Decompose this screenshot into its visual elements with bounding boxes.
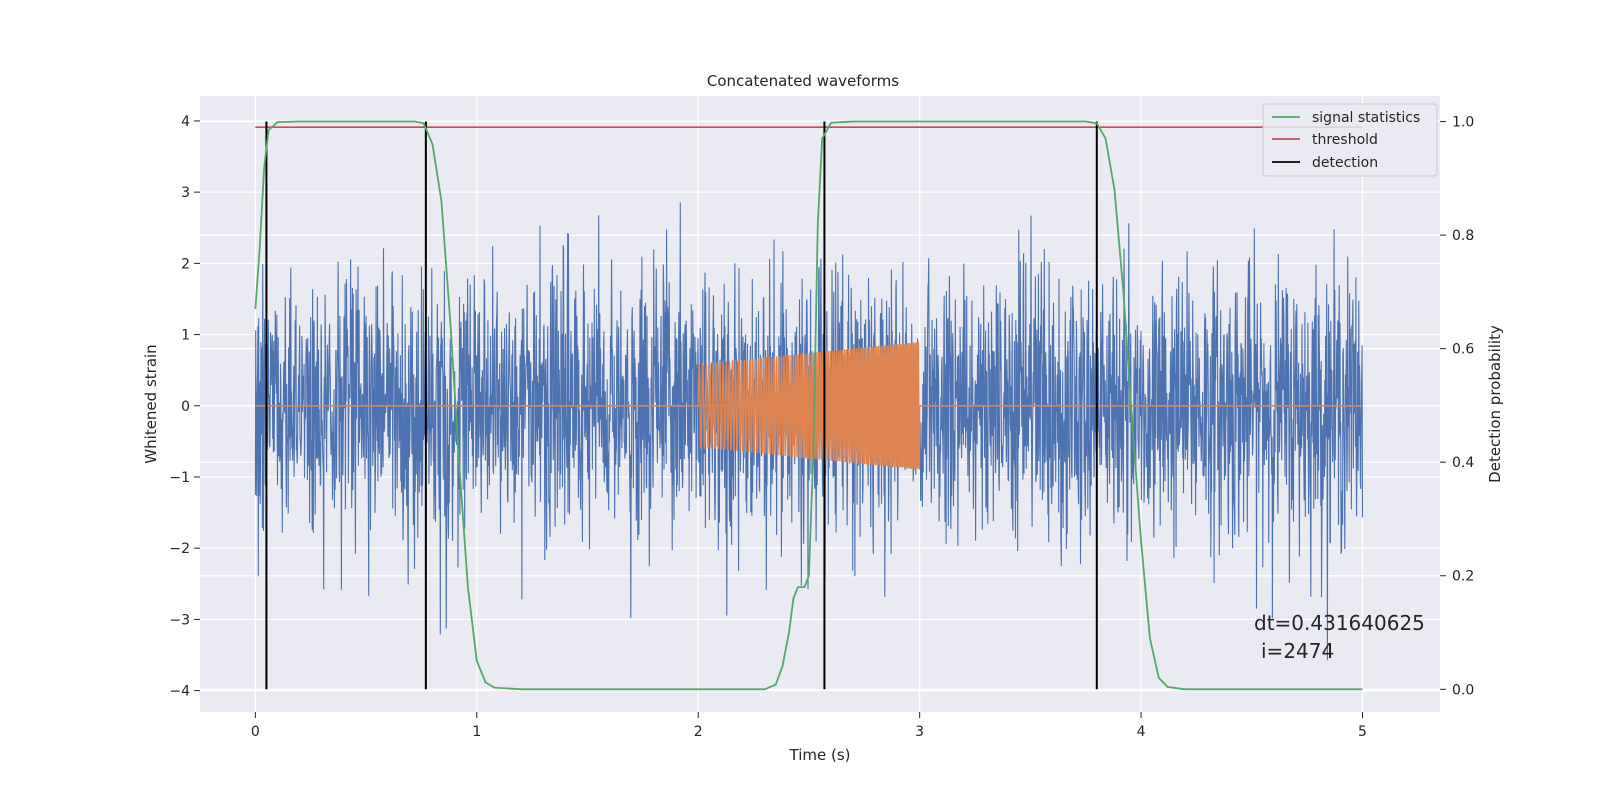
x-tick-label: 3 — [915, 724, 924, 740]
legend-label-threshold: threshold — [1312, 132, 1378, 148]
x-tick-label: 5 — [1358, 724, 1367, 740]
annotation: dt=0.431640625 i=2474 — [1254, 611, 1425, 663]
y-tick-label: 4 — [181, 114, 190, 130]
y2-tick-label: 1.0 — [1452, 115, 1474, 131]
y-tick-label: 0 — [181, 399, 190, 415]
y-tick-label: 1 — [181, 328, 190, 344]
y-tick-label: 2 — [181, 256, 190, 272]
y2-tick-label: 0.2 — [1452, 569, 1474, 585]
y-tick-label: −2 — [169, 541, 190, 557]
legend: signal statistics threshold detection — [1262, 103, 1438, 177]
y-tick-label: 3 — [181, 185, 190, 201]
chart-title: Concatenated waveforms — [707, 72, 899, 90]
annotation-dt: dt=0.431640625 — [1254, 611, 1425, 635]
y2-tick-label: 0.4 — [1452, 455, 1474, 471]
detection-series — [254, 120, 1363, 691]
x-tick-label: 0 — [251, 724, 260, 740]
axis-ticks: 0 1 2 3 4 5 −4 −3 −2 −1 0 1 2 3 4 0.0 0.2 0.4 0.6 0.8 1.0 — [169, 114, 1474, 740]
legend-label-detection: detection — [1312, 155, 1378, 171]
legend-label-signal-statistics: signal statistics — [1312, 110, 1420, 126]
y-tick-label: −4 — [169, 684, 190, 700]
y2-tick-label: 0.8 — [1452, 228, 1474, 244]
x-tick-label: 4 — [1137, 724, 1146, 740]
chirp-series — [255, 341, 1363, 470]
x-tick-label: 1 — [472, 724, 481, 740]
y-axis-label: Whitened strain — [142, 344, 160, 463]
x-axis-label: Time (s) — [789, 746, 851, 764]
annotation-i: i=2474 — [1261, 639, 1334, 663]
y2-axis-label: Detection probability — [1486, 325, 1504, 483]
x-tick-label: 2 — [694, 724, 703, 740]
y2-tick-label: 0.0 — [1452, 682, 1474, 698]
y2-tick-label: 0.6 — [1452, 342, 1474, 358]
y-tick-label: −3 — [169, 612, 190, 628]
y-tick-label: −1 — [169, 470, 190, 486]
signal-statistics-line — [254, 120, 1363, 691]
chirp-line — [697, 341, 921, 470]
legend-box — [1262, 103, 1438, 177]
